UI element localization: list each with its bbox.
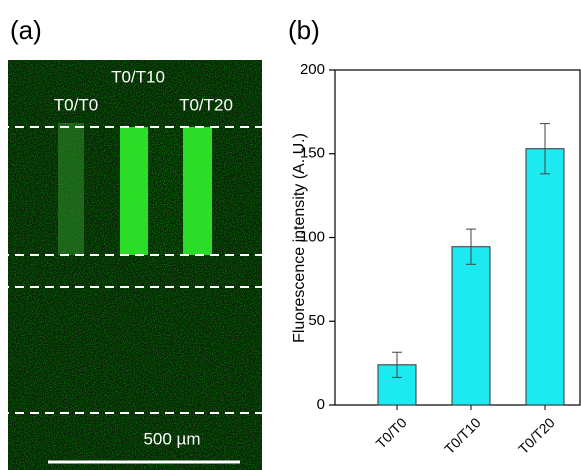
- bar: [525, 148, 565, 406]
- x-tick-label: T0/T0: [373, 414, 410, 451]
- y-axis-label: Fluorescence intensity (A. U.): [291, 133, 308, 343]
- panel-label: (b): [288, 15, 320, 45]
- y-tick-label: 200: [300, 61, 325, 78]
- y-tick-label: 100: [300, 228, 325, 245]
- image-label: T0/T0: [54, 95, 98, 114]
- x-tick-label: T0/T20: [515, 414, 558, 457]
- panel-label: (a): [10, 15, 42, 45]
- error-bar: [466, 228, 476, 265]
- micrograph: [0, 60, 262, 470]
- image-label: T0/T10: [111, 67, 165, 86]
- y-tick-label: 50: [308, 312, 325, 329]
- error-bar: [540, 123, 550, 175]
- y-tick-label: 0: [317, 396, 325, 413]
- image-label: T0/T20: [179, 95, 233, 114]
- x-tick-label: T0/T10: [441, 414, 484, 457]
- error-bar: [392, 351, 402, 378]
- scale-bar-label: 500 µm: [143, 429, 200, 448]
- y-tick-label: 150: [300, 145, 325, 162]
- bar: [451, 246, 491, 406]
